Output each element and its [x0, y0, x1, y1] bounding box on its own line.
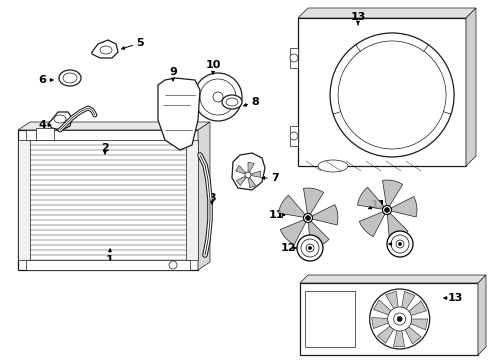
- Polygon shape: [405, 327, 421, 344]
- Text: 13: 13: [447, 293, 463, 303]
- Circle shape: [383, 206, 392, 215]
- Polygon shape: [393, 331, 405, 347]
- Polygon shape: [236, 177, 245, 185]
- Text: 13: 13: [350, 12, 366, 22]
- Polygon shape: [411, 319, 428, 330]
- Circle shape: [398, 243, 401, 246]
- Polygon shape: [409, 301, 426, 315]
- Bar: [18, 130, 198, 270]
- Circle shape: [309, 247, 312, 249]
- Circle shape: [330, 33, 454, 157]
- Text: 2: 2: [101, 143, 109, 153]
- Polygon shape: [372, 318, 389, 329]
- Ellipse shape: [63, 73, 77, 83]
- Polygon shape: [377, 326, 393, 343]
- Polygon shape: [48, 112, 72, 130]
- Circle shape: [397, 316, 402, 321]
- Text: 4: 4: [38, 120, 46, 130]
- Circle shape: [245, 172, 251, 178]
- Polygon shape: [298, 8, 476, 18]
- Circle shape: [303, 213, 313, 222]
- Polygon shape: [308, 221, 329, 248]
- Circle shape: [169, 261, 177, 269]
- Polygon shape: [383, 180, 403, 206]
- Ellipse shape: [59, 70, 81, 86]
- Bar: [305, 291, 355, 347]
- Text: 1: 1: [106, 255, 114, 265]
- Polygon shape: [232, 153, 265, 190]
- Bar: [290, 126, 298, 146]
- Text: 12: 12: [390, 239, 406, 249]
- Circle shape: [194, 73, 242, 121]
- Circle shape: [290, 54, 298, 62]
- Polygon shape: [303, 188, 324, 214]
- Bar: [18, 140, 30, 260]
- Ellipse shape: [100, 46, 112, 54]
- Bar: [26, 260, 190, 270]
- Text: 7: 7: [271, 173, 279, 183]
- Polygon shape: [402, 292, 415, 309]
- Text: 12: 12: [280, 243, 296, 253]
- Text: 6: 6: [38, 75, 46, 85]
- Polygon shape: [300, 275, 486, 283]
- Polygon shape: [236, 166, 245, 174]
- Polygon shape: [312, 204, 338, 225]
- Circle shape: [391, 235, 409, 253]
- Circle shape: [338, 41, 446, 149]
- Circle shape: [387, 231, 413, 257]
- Polygon shape: [278, 195, 305, 217]
- Circle shape: [301, 239, 319, 257]
- Circle shape: [200, 79, 236, 115]
- Polygon shape: [18, 122, 210, 130]
- Text: 11: 11: [370, 200, 386, 210]
- Polygon shape: [92, 40, 118, 58]
- Circle shape: [306, 244, 314, 252]
- Ellipse shape: [318, 160, 348, 172]
- Circle shape: [297, 235, 323, 261]
- Ellipse shape: [222, 95, 242, 109]
- Bar: [300, 283, 478, 355]
- Text: 3: 3: [208, 193, 216, 203]
- Circle shape: [369, 289, 430, 349]
- Polygon shape: [359, 212, 385, 237]
- Circle shape: [388, 307, 412, 331]
- Polygon shape: [357, 187, 384, 209]
- Bar: [26, 130, 190, 140]
- Polygon shape: [158, 78, 200, 150]
- Bar: [36, 128, 54, 140]
- Circle shape: [306, 216, 310, 220]
- Text: 5: 5: [136, 38, 144, 48]
- Polygon shape: [373, 300, 391, 315]
- Ellipse shape: [54, 115, 66, 123]
- Bar: [290, 48, 298, 68]
- Polygon shape: [466, 8, 476, 166]
- Circle shape: [393, 313, 406, 325]
- Circle shape: [396, 240, 404, 248]
- Polygon shape: [386, 291, 398, 309]
- Circle shape: [213, 92, 223, 102]
- Text: 11: 11: [268, 210, 284, 220]
- Bar: [298, 18, 466, 166]
- Polygon shape: [248, 162, 254, 171]
- Ellipse shape: [226, 98, 238, 106]
- Circle shape: [385, 208, 390, 212]
- Polygon shape: [248, 178, 256, 188]
- Polygon shape: [391, 197, 417, 217]
- Polygon shape: [252, 171, 261, 177]
- Bar: [186, 140, 198, 260]
- Text: 10: 10: [205, 60, 221, 70]
- Polygon shape: [478, 275, 486, 355]
- Polygon shape: [198, 122, 210, 270]
- Polygon shape: [388, 213, 408, 240]
- Circle shape: [290, 132, 298, 140]
- Text: 9: 9: [169, 67, 177, 77]
- Text: 8: 8: [251, 97, 259, 107]
- Polygon shape: [280, 220, 306, 245]
